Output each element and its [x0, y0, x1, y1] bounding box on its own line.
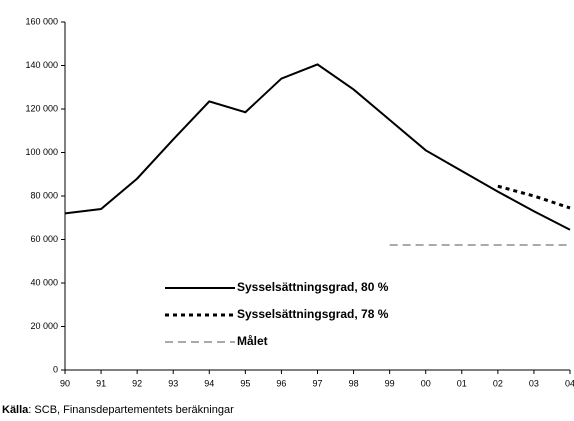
- x-tick-label: 91: [96, 378, 106, 388]
- source: Källa: SCB, Finansdepartementets beräkni…: [2, 404, 234, 416]
- y-tick-label: 160 000: [25, 16, 58, 26]
- x-tick-label: 04: [565, 378, 574, 388]
- source-text: : SCB, Finansdepartementets beräkningar: [28, 404, 234, 416]
- legend-label: Målet: [237, 334, 268, 348]
- y-tick-label: 40 000: [30, 277, 58, 287]
- x-tick-label: 95: [240, 378, 250, 388]
- x-tick-label: 99: [385, 378, 395, 388]
- legend-label: Sysselsättningsgrad, 80 %: [237, 280, 389, 294]
- x-tick-label: 93: [168, 378, 178, 388]
- y-tick-label: 120 000: [25, 103, 58, 113]
- x-tick-label: 00: [421, 378, 431, 388]
- legend-label: Sysselsättningsgrad, 78 %: [237, 307, 389, 321]
- x-tick-label: 01: [457, 378, 467, 388]
- x-tick-label: 97: [312, 378, 322, 388]
- y-tick-label: 140 000: [25, 60, 58, 70]
- y-tick-label: 80 000: [30, 190, 58, 200]
- x-tick-label: 96: [276, 378, 286, 388]
- y-tick-label: 20 000: [30, 321, 58, 331]
- y-tick-label: 100 000: [25, 147, 58, 157]
- y-tick-label: 0: [53, 364, 58, 374]
- x-tick-label: 03: [529, 378, 539, 388]
- x-tick-label: 98: [349, 378, 359, 388]
- y-tick-label: 60 000: [30, 234, 58, 244]
- x-tick-label: 90: [60, 378, 70, 388]
- series-line: [64, 63, 571, 231]
- x-tick-label: 94: [204, 378, 214, 388]
- x-tick-label: 92: [132, 378, 142, 388]
- source-label: Källa: [2, 404, 29, 416]
- x-tick-label: 02: [493, 378, 503, 388]
